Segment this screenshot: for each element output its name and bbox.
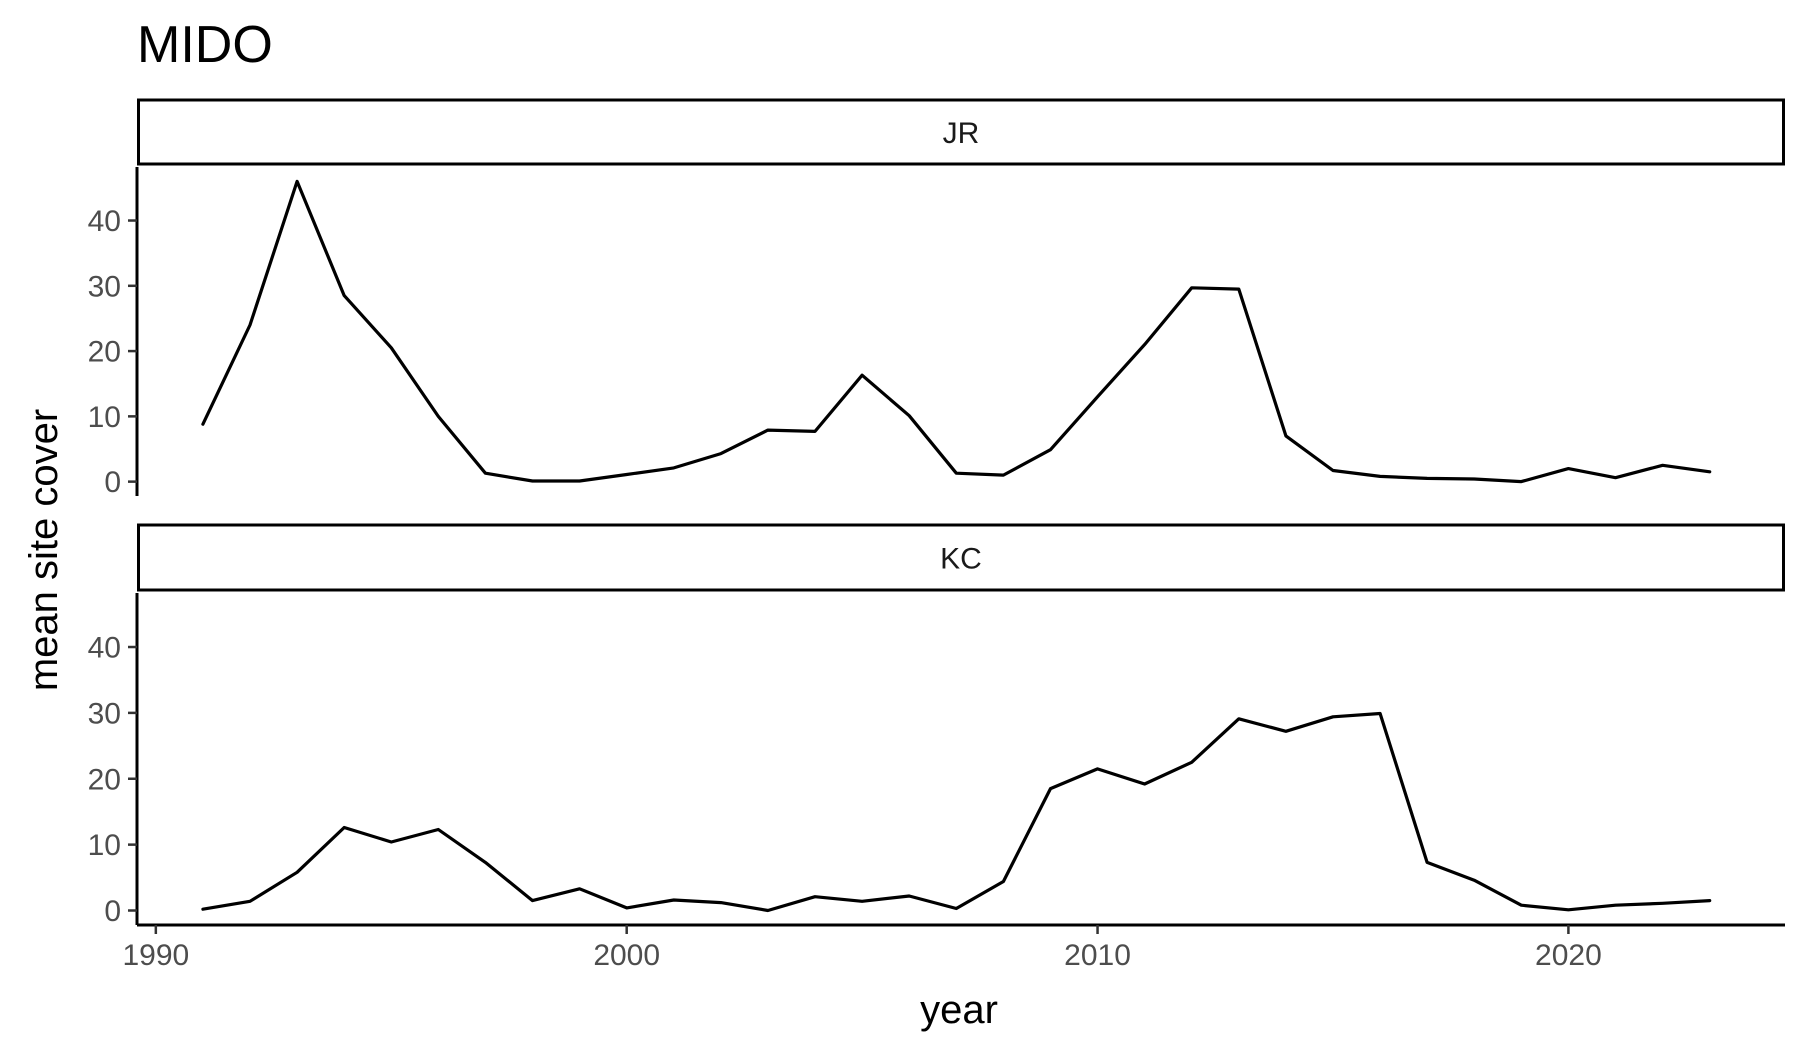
y-axis-title: mean site cover (22, 409, 66, 691)
panels: JR 0 10 20 30 40 KC 0 10 20 30 40 (88, 98, 1785, 928)
strip-label-jr: JR (943, 117, 980, 150)
y-tick-label: 30 (88, 270, 121, 303)
strip-box-jr (137, 98, 1785, 166)
panel-jr: JR 0 10 20 30 40 (88, 98, 1785, 499)
series-line-kc (201, 711, 1712, 913)
x-tick-label: 2000 (593, 939, 660, 972)
y-tick-label: 0 (104, 466, 121, 499)
x-axis: 1990 2000 2010 2020 (122, 923, 1785, 972)
x-axis-title: year (920, 988, 998, 1032)
x-tick-label: 1990 (122, 939, 189, 972)
chart-title: MIDO (137, 16, 273, 74)
series-line-jr (201, 179, 1712, 484)
x-tick-label: 2020 (1535, 939, 1602, 972)
strip-label-kc: KC (940, 543, 982, 576)
y-tick-label: 20 (88, 336, 121, 369)
y-tick-label: 10 (88, 401, 121, 434)
panel-kc: KC 0 10 20 30 40 (88, 523, 1785, 928)
y-tick-label: 40 (88, 205, 121, 238)
y-tick-label: 10 (88, 829, 121, 862)
y-tick-label: 40 (88, 632, 121, 665)
y-tick-label: 0 (104, 895, 121, 928)
x-tick-label: 2010 (1064, 939, 1131, 972)
y-tick-label: 20 (88, 763, 121, 796)
strip-box-kc (137, 523, 1785, 592)
y-tick-label: 30 (88, 697, 121, 730)
